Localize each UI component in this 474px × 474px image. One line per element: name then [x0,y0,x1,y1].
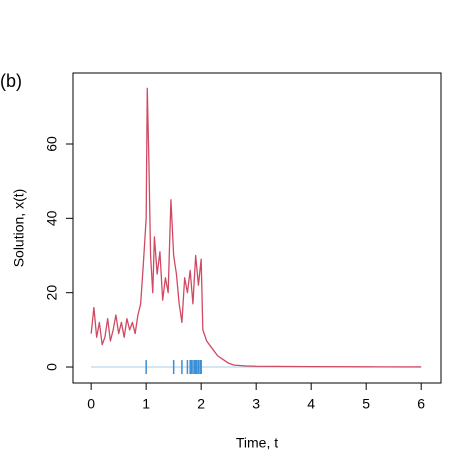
y-tick-label: 60 [44,136,60,152]
y-tick-label: 0 [44,363,60,371]
series-line [90,87,422,368]
x-tick-label: 6 [417,396,425,412]
x-tick-label: 4 [307,396,315,412]
x-tick-label: 5 [362,396,370,412]
x-axis-label: Time, t [236,435,278,451]
x-tick-label: 0 [87,396,95,412]
plot-frame [72,72,442,384]
panel-label: (b) [0,71,22,91]
x-tick-label: 2 [197,396,205,412]
x-tick-label: 3 [252,396,260,412]
x-tick-label: 1 [142,396,150,412]
y-axis-label: Solution, x(t) [11,189,27,268]
y-tick-label: 40 [44,210,60,226]
y-tick-label: 20 [44,285,60,301]
